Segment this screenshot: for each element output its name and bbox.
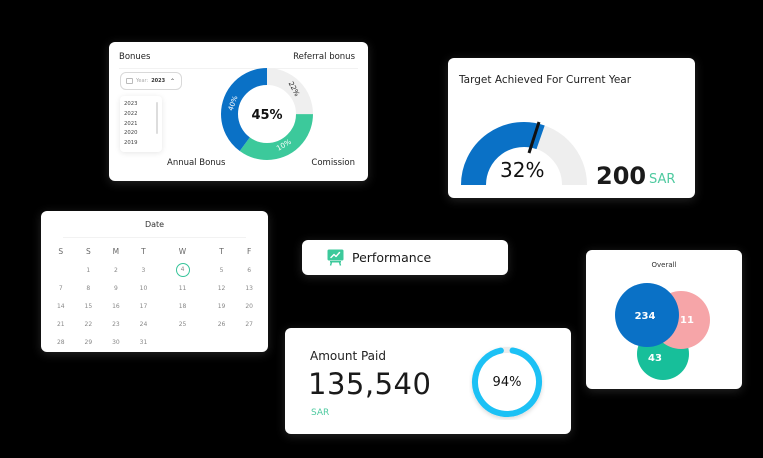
weekday-label: S <box>58 246 64 256</box>
progress-arc <box>472 347 542 417</box>
year-select-label: Year: <box>136 78 149 84</box>
divider <box>119 68 358 69</box>
venn-value-pink: 11 <box>680 315 694 326</box>
calendar-day <box>235 333 263 351</box>
bonues-card: Bonues Referral bonus Year: 2023 ⌃ 2023 … <box>109 42 368 181</box>
calendar-day[interactable]: 11 <box>178 284 187 292</box>
target-gauge <box>461 121 587 186</box>
target-achieved-card: Target Achieved For Current Year 32% 200… <box>448 58 695 198</box>
amount-value: 135,540 <box>308 367 432 401</box>
weekday-label: F <box>247 246 252 256</box>
segment-annual <box>221 68 313 160</box>
segment-comission <box>221 68 313 160</box>
calendar-day[interactable]: 18 <box>178 302 187 310</box>
calendar-day[interactable]: 2 <box>113 266 118 274</box>
performance-card[interactable]: Performance <box>302 240 508 275</box>
calendar-day[interactable]: 26 <box>217 320 226 328</box>
calendar-day[interactable]: 24 <box>139 320 148 328</box>
amount-paid-card: Amount Paid 135,540 SAR 94% <box>285 328 571 434</box>
amount-progress-ring <box>472 347 542 417</box>
calendar-day <box>47 261 75 279</box>
venn-circle-blue <box>615 283 679 347</box>
chevron-up-icon: ⌃ <box>169 77 175 85</box>
calendar-grid: S S M T W T F 1 2 3 4 5 6 7 8 9 <box>47 241 263 351</box>
year-option[interactable]: 2020 <box>124 130 138 137</box>
gauge-fill <box>461 122 545 186</box>
year-dropdown-list: 2023 2022 2021 2020 2019 <box>120 96 162 152</box>
weekday-label: S <box>85 246 91 256</box>
calendar-day[interactable]: 30 <box>112 338 120 346</box>
calendar-day[interactable]: 22 <box>84 320 93 328</box>
venn-value-blue: 234 <box>635 311 656 322</box>
calendar-day[interactable]: 14 <box>56 302 65 310</box>
calendar-icon <box>126 78 133 84</box>
year-option[interactable]: 2023 <box>124 101 138 107</box>
bonues-title: Bonues <box>119 52 151 62</box>
calendar-day[interactable]: 10 <box>139 284 148 292</box>
calendar-title: Date <box>144 220 165 229</box>
venn-value-green: 43 <box>648 353 662 364</box>
calendar-day <box>157 333 208 351</box>
target-currency: SAR <box>649 172 676 187</box>
overall-venn-chart: 234 11 43 <box>615 283 710 380</box>
weekday-label: M <box>112 246 120 256</box>
calendar-day[interactable]: 8 <box>86 284 91 292</box>
year-option[interactable]: 2021 <box>124 120 138 127</box>
calendar-day[interactable]: 28 <box>56 338 65 346</box>
target-title: Target Achieved For Current Year <box>459 74 632 86</box>
calendar-day[interactable]: 17 <box>139 302 148 310</box>
calendar-day[interactable]: 16 <box>112 302 120 310</box>
gauge-needle <box>527 121 541 154</box>
overall-card: Overall 234 11 43 <box>586 250 742 389</box>
weekday-label: T <box>141 246 146 256</box>
amount-currency: SAR <box>311 408 330 418</box>
calendar-day[interactable]: 12 <box>217 284 226 292</box>
target-amount: 200 <box>596 162 647 190</box>
calendar-day[interactable]: 5 <box>219 266 224 274</box>
calendar-day[interactable]: 15 <box>84 302 93 310</box>
calendar-day[interactable]: 6 <box>247 266 252 274</box>
calendar-day[interactable]: 31 <box>139 338 148 346</box>
calendar-day[interactable]: 19 <box>217 302 226 310</box>
donut-center-value: 45% <box>251 108 282 123</box>
calendar-day[interactable]: 21 <box>56 320 65 328</box>
selected-day[interactable]: 4 <box>175 263 190 277</box>
annual-bonus-label: Annual Bonus <box>167 158 226 168</box>
calendar-day[interactable]: 27 <box>245 320 253 328</box>
calendar-day[interactable]: 29 <box>84 338 93 346</box>
performance-label: Performance <box>352 250 432 265</box>
calendar-day[interactable]: 3 <box>141 266 146 274</box>
comission-label: Comission <box>311 158 355 168</box>
year-option[interactable]: 2019 <box>124 140 138 147</box>
year-select[interactable]: Year: 2023 ⌃ <box>120 72 182 90</box>
calendar-card: Date S S M T W T F 1 2 3 4 5 6 <box>41 211 268 352</box>
year-select-value: 2023 <box>151 78 166 84</box>
weekday-label: W <box>178 246 187 256</box>
overall-title: Overall <box>651 261 677 269</box>
calendar-day[interactable]: 20 <box>245 302 253 310</box>
calendar-day-selected[interactable]: 4 <box>157 261 208 279</box>
bonus-donut-chart: 45% 40% 22% 10% <box>221 68 313 160</box>
calendar-day[interactable]: 7 <box>58 284 63 292</box>
calendar-day[interactable]: 1 <box>86 266 91 274</box>
calendar-day[interactable]: 23 <box>112 320 120 328</box>
year-option[interactable]: 2022 <box>124 110 138 117</box>
presentation-chart-icon <box>327 249 344 266</box>
amount-title: Amount Paid <box>310 349 386 363</box>
calendar-day[interactable]: 13 <box>245 284 253 292</box>
weekday-label: T <box>219 246 224 256</box>
divider <box>63 237 246 238</box>
calendar-day <box>208 333 236 351</box>
calendar-day[interactable]: 9 <box>113 284 118 292</box>
referral-bonus-label: Referral bonus <box>293 52 355 62</box>
dropdown-scrollbar[interactable] <box>156 102 158 134</box>
calendar-day[interactable]: 25 <box>178 320 187 328</box>
amount-percent: 94% <box>492 374 522 390</box>
target-percent: 32% <box>500 158 545 182</box>
